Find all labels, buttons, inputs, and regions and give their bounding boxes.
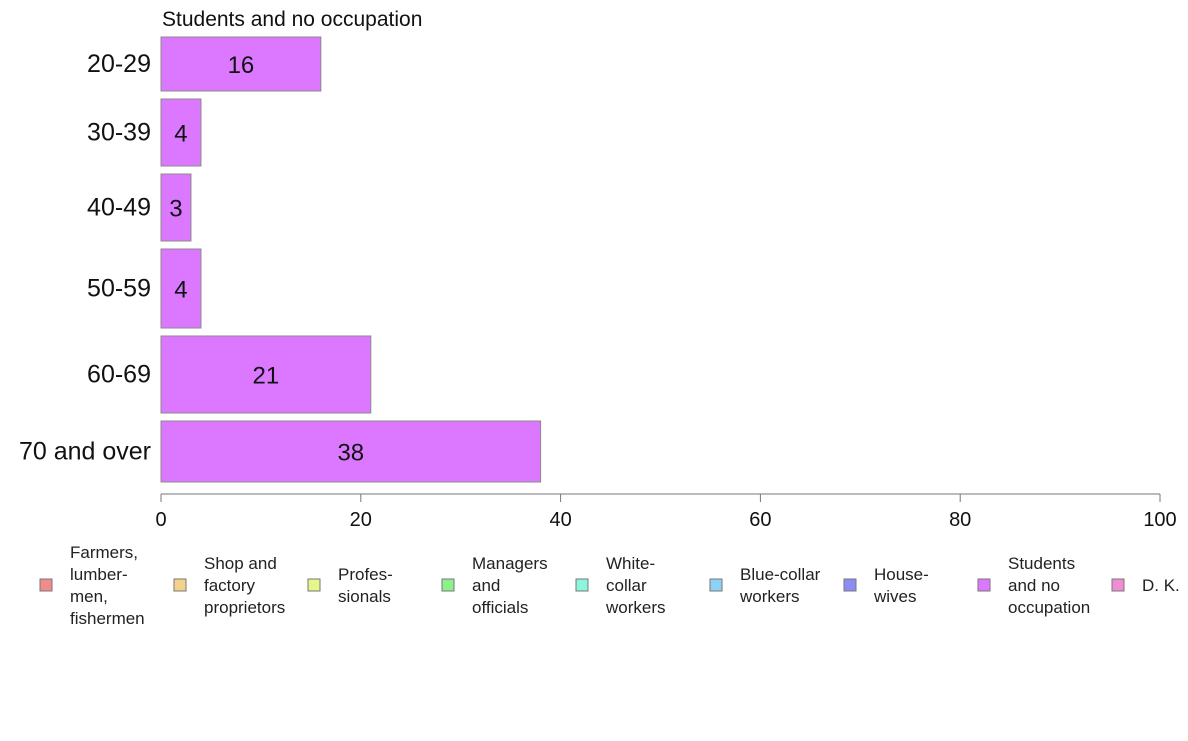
bar-value-label: 38 bbox=[337, 440, 364, 467]
legend-swatch bbox=[843, 578, 857, 592]
legend-item: D. K. bbox=[1111, 576, 1180, 595]
legend-label: men, bbox=[70, 587, 108, 606]
x-tick-label: 20 bbox=[350, 509, 372, 531]
category-label: 50-59 bbox=[87, 275, 151, 303]
bar-value-label: 3 bbox=[169, 196, 182, 223]
category-label: 30-39 bbox=[87, 119, 151, 147]
category-label: 70 and over bbox=[19, 438, 151, 466]
legend-label: occupation bbox=[1008, 598, 1090, 617]
bar-value-label: 4 bbox=[174, 121, 187, 148]
bars-layer: 20-29 16 30-39 4 40-49 3 50-59 4 60-69 21 70 and o… bbox=[19, 36, 542, 483]
legend-swatch bbox=[173, 578, 187, 592]
legend-label: collar bbox=[606, 576, 647, 595]
legend-label: White- bbox=[606, 554, 655, 573]
legend-label: House- bbox=[874, 565, 929, 584]
legend-label: Shop and bbox=[204, 554, 277, 573]
bar-value-label: 21 bbox=[253, 363, 280, 390]
legend-item: House-wives bbox=[843, 565, 929, 606]
legend-item: White-collar workers bbox=[575, 554, 666, 617]
legend-label: and bbox=[472, 576, 500, 595]
legend-item: Managers and officials bbox=[441, 554, 548, 617]
legend-label: Profes- bbox=[338, 565, 393, 584]
bar bbox=[160, 248, 202, 329]
bar-value-label: 4 bbox=[174, 277, 187, 304]
legend-label: Blue-collar bbox=[740, 565, 821, 584]
legend-label: fishermen bbox=[70, 609, 145, 628]
bar-value-label: 16 bbox=[228, 52, 255, 79]
legend-label: lumber- bbox=[70, 565, 128, 584]
category-label: 60-69 bbox=[87, 361, 151, 389]
legend-swatch bbox=[977, 578, 991, 592]
bar bbox=[160, 36, 322, 92]
legend-label: workers bbox=[739, 587, 800, 606]
legend-swatch bbox=[307, 578, 321, 592]
category-label: 20-29 bbox=[87, 50, 151, 78]
legend-label: Farmers, bbox=[70, 543, 138, 562]
bar bbox=[160, 335, 372, 414]
x-tick-label: 60 bbox=[749, 509, 771, 531]
legend-label: Managers bbox=[472, 554, 548, 573]
legend-swatch bbox=[709, 578, 723, 592]
x-tick-label: 40 bbox=[549, 509, 571, 531]
x-tick-label: 0 bbox=[155, 509, 166, 531]
legend-item: Shop and factory proprietors bbox=[173, 554, 285, 617]
category-label: 40-49 bbox=[87, 194, 151, 222]
legend-swatch bbox=[575, 578, 589, 592]
legend-item: Profes-sionals bbox=[307, 565, 393, 606]
legend: Farmers, lumber-men, fishermen Shop and fact… bbox=[39, 543, 1180, 628]
legend-label: sionals bbox=[338, 587, 391, 606]
legend-item: Farmers, lumber-men, fishermen bbox=[39, 543, 145, 628]
legend-swatch bbox=[441, 578, 455, 592]
legend-item: Students and no occupation bbox=[977, 554, 1090, 617]
x-tick-label: 100 bbox=[1143, 509, 1176, 531]
legend-swatch bbox=[1111, 578, 1125, 592]
legend-label: proprietors bbox=[204, 598, 285, 617]
legend-swatch bbox=[39, 578, 53, 592]
legend-label: D. K. bbox=[1142, 576, 1180, 595]
legend-label: Students bbox=[1008, 554, 1075, 573]
bar bbox=[160, 173, 192, 242]
bar bbox=[160, 420, 542, 483]
x-tick-label: 80 bbox=[949, 509, 971, 531]
chart-title: Students and no occupation bbox=[162, 8, 422, 31]
legend-label: wives bbox=[873, 587, 917, 606]
x-axis: 0 20 40 60 80 100 bbox=[155, 493, 1177, 531]
legend-label: factory bbox=[204, 576, 256, 595]
legend-label: and no bbox=[1008, 576, 1060, 595]
legend-label: officials bbox=[472, 598, 528, 617]
legend-item: Blue-collar workers bbox=[709, 565, 821, 606]
bar bbox=[160, 98, 202, 167]
legend-label: workers bbox=[605, 598, 666, 617]
